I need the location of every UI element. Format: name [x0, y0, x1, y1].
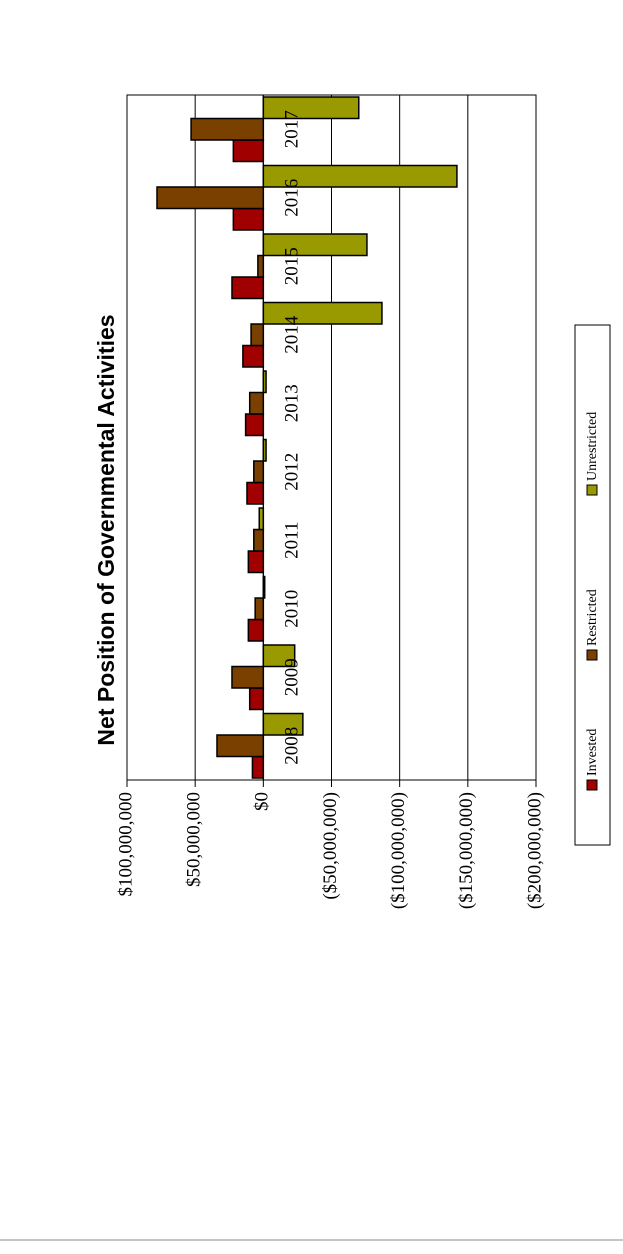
y-tick-label: $50,000,000 [184, 792, 205, 887]
legend-label: Restricted [585, 589, 600, 646]
y-tick-label: $0 [252, 792, 273, 811]
y-tick-label: ($50,000,000) [320, 792, 341, 900]
bar [190, 117, 265, 141]
legend-box [574, 324, 611, 846]
bar [253, 460, 265, 484]
bar [246, 481, 265, 505]
bar [232, 207, 265, 231]
bar [250, 323, 265, 347]
legend-swatch [586, 649, 598, 661]
x-tick-label: 2010 [282, 590, 303, 628]
x-tick-label: 2017 [282, 110, 303, 148]
bar [254, 597, 265, 621]
legend-label: Invested [585, 729, 600, 776]
bar [253, 528, 265, 552]
x-tick-label: 2009 [282, 658, 303, 696]
bar [248, 687, 265, 711]
x-tick-label: 2016 [282, 179, 303, 217]
bar [262, 370, 267, 394]
x-tick-label: 2015 [282, 247, 303, 285]
bar [262, 438, 267, 462]
bar [262, 164, 458, 188]
bar [262, 301, 383, 325]
bar [258, 507, 265, 531]
bar [244, 413, 265, 437]
bar [262, 96, 360, 120]
bar [231, 665, 265, 689]
y-tick-label: ($100,000,000) [388, 792, 409, 909]
legend-label: Unrestricted [585, 412, 600, 481]
bar [242, 344, 265, 368]
x-tick-label: 2014 [282, 315, 303, 354]
bar [247, 618, 265, 642]
bar [216, 734, 265, 758]
y-tick-label: ($200,000,000) [524, 792, 545, 909]
legend-swatch [586, 484, 598, 496]
x-tick-label: 2013 [282, 384, 303, 422]
bar [251, 755, 265, 779]
bar [262, 712, 304, 736]
bar [262, 575, 266, 599]
bar [257, 254, 265, 278]
chart-title: Net Position of Governmental Activities [93, 314, 119, 745]
bar [232, 139, 265, 163]
bar [231, 276, 265, 300]
x-tick-label: 2011 [282, 522, 303, 559]
bar [262, 233, 368, 257]
legend-swatch [586, 779, 598, 791]
bar [262, 644, 296, 668]
y-tick-label: ($150,000,000) [456, 792, 477, 909]
x-tick-label: 2012 [282, 453, 303, 491]
bar [248, 391, 265, 415]
bar [156, 186, 265, 210]
y-tick-label: $100,000,000 [115, 792, 136, 897]
bar [247, 550, 265, 574]
x-tick-label: 2008 [282, 727, 303, 765]
